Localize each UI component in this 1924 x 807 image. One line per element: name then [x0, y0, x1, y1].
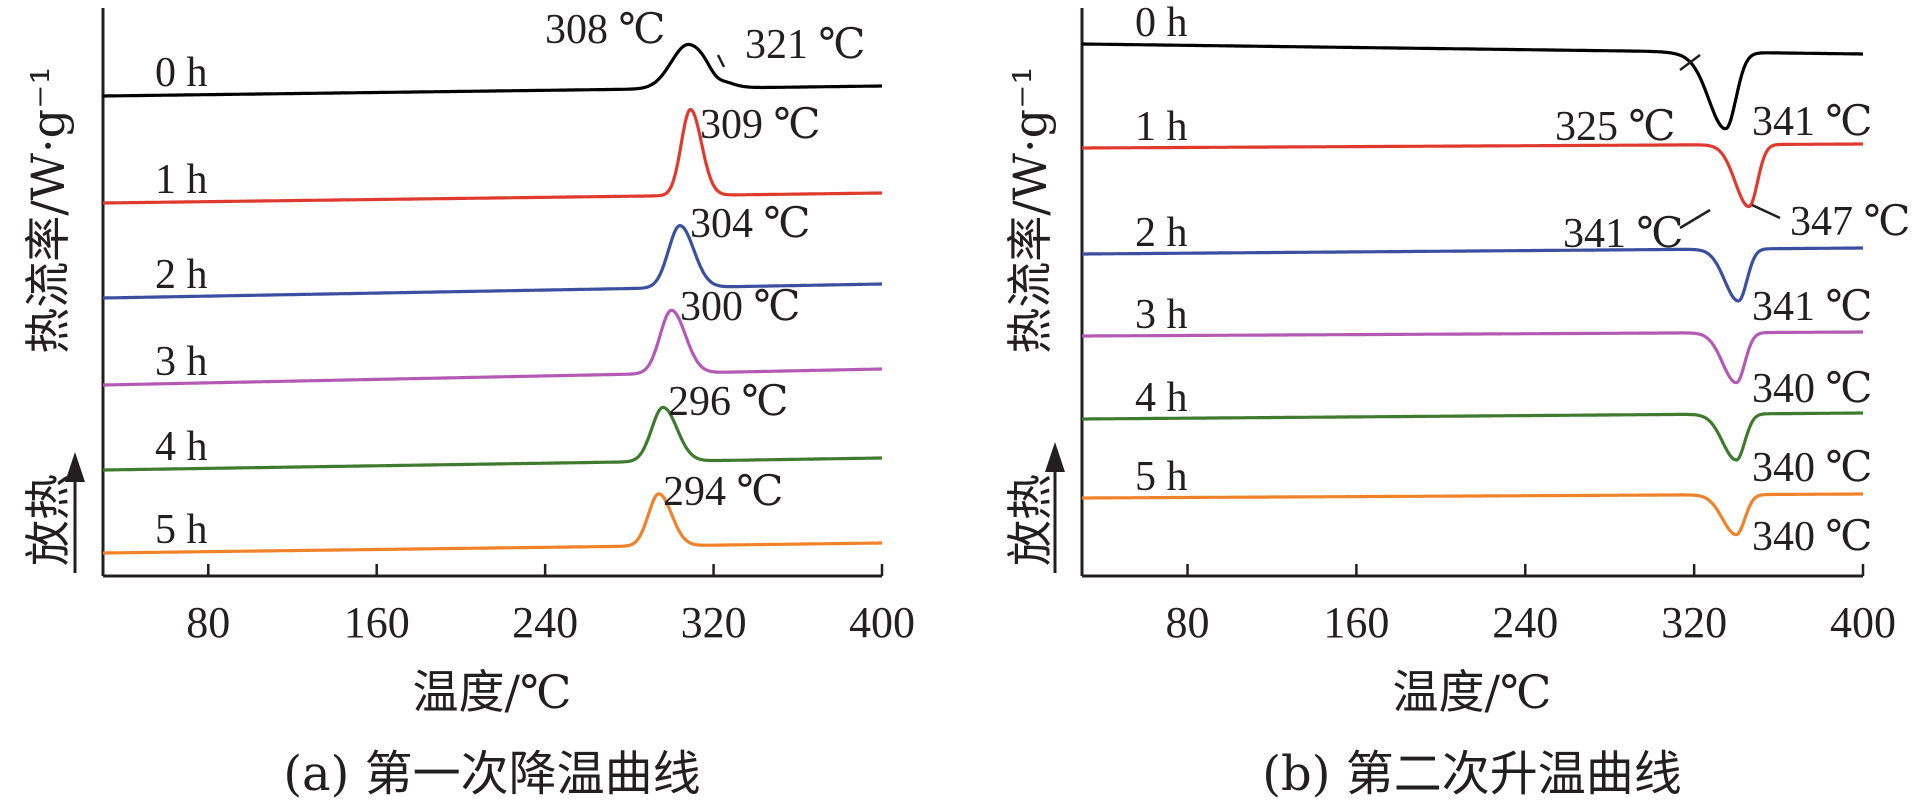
curve-2h: [102, 224, 883, 300]
x-axis-title: 温度/℃: [1393, 665, 1552, 719]
x-tick-label: 160: [344, 598, 410, 647]
exotherm-arrow-head: [1045, 442, 1065, 472]
curve-1h: [1081, 142, 1864, 209]
curve-label: 5 h: [1135, 454, 1188, 500]
curve-2h: [1081, 246, 1864, 303]
y-axis-title: 热流率/W·g⁻¹: [1003, 66, 1057, 354]
curve-5h: [1081, 492, 1864, 537]
x-tick-label: 320: [1661, 598, 1727, 647]
peak-label: 321 ℃: [745, 22, 865, 68]
curve-5h: [102, 492, 883, 555]
peak-label: 325 ℃: [1555, 104, 1675, 150]
y-axis-title: 热流率/W·g⁻¹: [21, 66, 75, 354]
peak-label: 341 ℃: [1752, 284, 1872, 330]
peak-label: 300 ℃: [680, 284, 800, 330]
x-axis-title: 温度/℃: [413, 665, 572, 719]
x-tick-label: 240: [1492, 598, 1558, 647]
curve-label: 1 h: [1135, 104, 1188, 150]
peak-label: 340 ℃: [1752, 445, 1872, 491]
x-tick-label: 80: [186, 598, 230, 647]
peak-label: 341 ℃: [1563, 211, 1683, 257]
panel-b-heating: 80 160 240 320 400 温度/℃ (b) 第二次升温曲线 热流率/W·g⁻¹ 放热…: [1003, 0, 1910, 802]
curve-0h: [102, 42, 883, 98]
x-tick-label: 240: [512, 598, 578, 647]
peak-label: 294 ℃: [663, 469, 783, 515]
curve-label: 0 h: [155, 50, 208, 96]
peak-label: 309 ℃: [700, 102, 820, 148]
peak-label: 347 ℃: [1790, 199, 1910, 245]
curve-label: 1 h: [155, 157, 208, 203]
curve-0h: [1081, 42, 1864, 131]
x-tick-label: 80: [1166, 598, 1210, 647]
peak-label: 341 ℃: [1752, 99, 1872, 145]
panel-a-cooling: 80 160 240 320 400 温度/℃ (a) 第一次降温曲线 热流率/W·g⁻¹ 放热…: [21, 7, 915, 802]
exotherm-arrow-head: [65, 452, 85, 482]
curve-1h: [102, 107, 883, 205]
curve-label: 2 h: [155, 252, 208, 298]
curve-label: 5 h: [155, 507, 208, 553]
curve-label: 2 h: [1135, 210, 1188, 256]
curve-3h: [1081, 330, 1864, 385]
peak-leader: [1751, 203, 1781, 220]
curve-label: 0 h: [1135, 0, 1188, 46]
peak-label: 340 ℃: [1752, 366, 1872, 412]
curve-3h: [102, 308, 883, 387]
x-tick-label: 400: [1830, 598, 1896, 647]
curve-4h: [1081, 411, 1864, 462]
curve-label: 4 h: [1135, 375, 1188, 421]
x-tick-label: 400: [849, 598, 915, 647]
curve-label: 4 h: [155, 424, 208, 470]
peak-label: 340 ℃: [1752, 514, 1872, 560]
peak-label: 304 ℃: [690, 201, 810, 247]
panel-caption: (a) 第一次降温曲线: [283, 746, 700, 802]
peak-label: 308 ℃: [545, 7, 665, 53]
curve-label: 3 h: [155, 339, 208, 385]
panel-caption: (b) 第二次升温曲线: [1262, 746, 1681, 802]
peak-label: 296 ℃: [668, 379, 788, 425]
peak-leader: [1679, 54, 1701, 71]
x-tick-label: 320: [681, 598, 747, 647]
curve-label: 3 h: [1135, 292, 1188, 338]
exotherm-label: 放热: [21, 474, 75, 566]
peak-leader: [1679, 208, 1711, 230]
exotherm-label: 放热: [1003, 474, 1057, 566]
x-tick-label: 160: [1323, 598, 1389, 647]
curve-4h: [102, 405, 883, 472]
peak-leader: [716, 54, 726, 68]
